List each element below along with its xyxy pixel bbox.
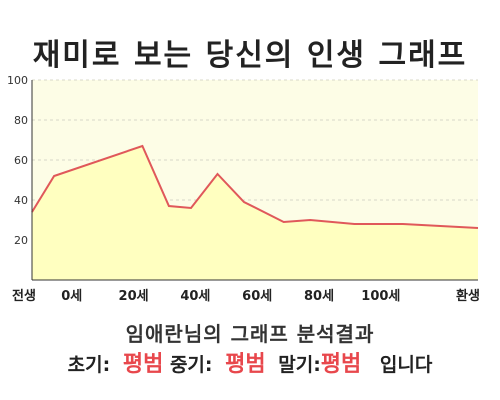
x-tick-label: 100세 <box>361 289 400 304</box>
life-graph-chart: 20 40 60 80 100 전생 0세 20세 40세 60세 80세 100세 환생 <box>7 74 480 304</box>
y-tick-label: 20 <box>14 234 28 247</box>
y-tick-label: 100 <box>7 74 28 87</box>
chart-title: 재미로 보는 당신의 인생 그래프 <box>32 38 468 73</box>
mid-value: 평범 <box>225 352 266 377</box>
analysis-caption: 임애란님의 그래프 분석결과 <box>125 322 375 346</box>
early-label: 초기: <box>67 354 111 376</box>
x-tick-label: 80세 <box>304 289 334 304</box>
late-value: 평범 <box>320 352 362 377</box>
life-line-series <box>31 144 479 229</box>
x-tick-label: 40세 <box>180 289 210 304</box>
life-area-fill <box>32 146 478 280</box>
x-tick-label: 20세 <box>119 289 149 304</box>
x-tick-label: 전생 <box>12 288 36 304</box>
early-value: 평범 <box>122 352 164 377</box>
y-tick-label: 60 <box>14 154 28 167</box>
x-tick-label: 60세 <box>242 289 272 304</box>
x-tick-labels: 전생 0세 20세 40세 60세 80세 100세 환생 <box>12 288 480 304</box>
analysis-result: 초기: 평범 중기: 평범 말기:평범 입니다 <box>0 346 500 378</box>
mid-label: 중기: <box>169 354 213 376</box>
x-tick-label: 0세 <box>61 289 82 304</box>
y-tick-label: 40 <box>14 194 28 207</box>
result-suffix: 입니다 <box>379 354 433 376</box>
y-tick-label: 80 <box>14 114 28 127</box>
x-tick-label: 환생 <box>456 288 480 304</box>
late-label: 말기: <box>278 354 321 376</box>
y-tick-labels: 20 40 60 80 100 <box>7 74 28 247</box>
